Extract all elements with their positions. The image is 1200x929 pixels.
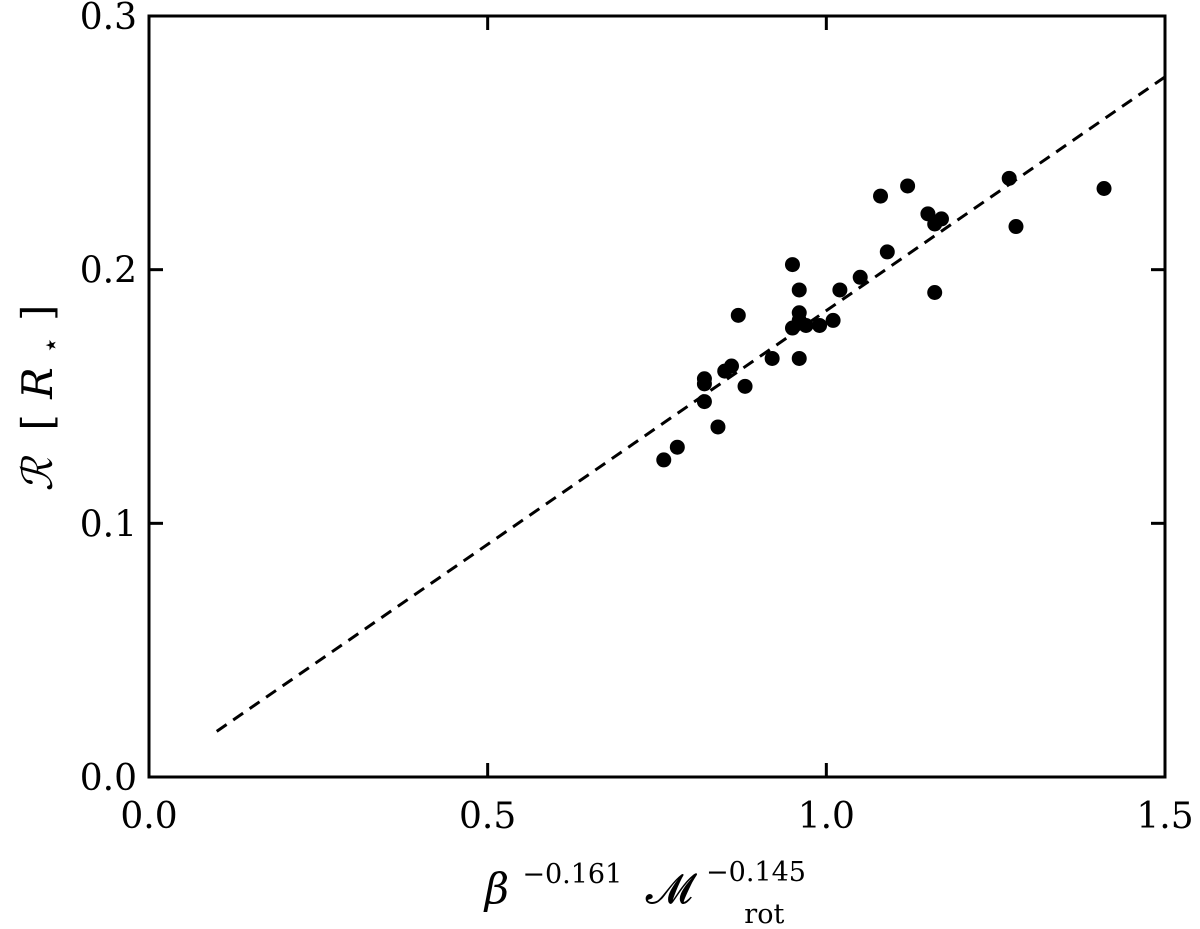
data-point bbox=[737, 378, 753, 394]
data-point bbox=[696, 394, 712, 410]
data-point bbox=[798, 317, 814, 333]
plot-area-frame bbox=[147, 14, 1167, 779]
x-axis-base2: 𝓜 bbox=[646, 864, 698, 913]
y-axis-unit-close: ] bbox=[13, 305, 62, 321]
data-point bbox=[927, 284, 943, 300]
x-axis-exp2: −0.145 bbox=[706, 857, 806, 888]
axis-ticks bbox=[147, 14, 1167, 779]
data-point bbox=[791, 282, 807, 298]
x-tick-label: 0.5 bbox=[459, 796, 516, 837]
data-point bbox=[879, 244, 895, 260]
data-point bbox=[1096, 180, 1112, 196]
data-point bbox=[933, 211, 949, 227]
data-point bbox=[656, 452, 672, 468]
x-axis-exp1: −0.161 bbox=[522, 859, 622, 890]
data-point bbox=[900, 178, 916, 194]
x-tick-label: 0.0 bbox=[120, 796, 177, 837]
data-point bbox=[791, 305, 807, 321]
y-axis-unit-open: [ bbox=[13, 414, 62, 430]
x-axis-title: β −0.161 𝓜 −0.145 rot bbox=[483, 842, 820, 929]
x-tick-label: 1.0 bbox=[798, 796, 855, 837]
data-points bbox=[656, 170, 1112, 468]
y-tick-label: 0.1 bbox=[80, 504, 137, 545]
data-point bbox=[1008, 219, 1024, 235]
data-point bbox=[832, 282, 848, 298]
data-point bbox=[825, 312, 841, 328]
y-axis-unit-base: R bbox=[13, 367, 62, 400]
data-point bbox=[784, 257, 800, 273]
y-axis-unit-sub: ⋆ bbox=[34, 336, 67, 354]
data-point bbox=[791, 350, 807, 366]
data-point bbox=[852, 269, 868, 285]
data-point bbox=[730, 307, 746, 323]
data-point bbox=[873, 188, 889, 204]
data-point bbox=[1001, 170, 1017, 186]
axis-tick-labels: 0.0 0.5 1.0 1.5 0.0 0.1 0.2 0.3 bbox=[80, 0, 1194, 837]
fit-line bbox=[215, 75, 1166, 733]
data-point bbox=[710, 419, 726, 435]
data-point bbox=[812, 317, 828, 333]
data-point bbox=[764, 350, 780, 366]
data-point bbox=[669, 439, 685, 455]
y-axis-title: ℛ [ R ⋆ ] bbox=[13, 305, 70, 492]
y-tick-label: 0.0 bbox=[80, 758, 137, 799]
y-tick-label: 0.3 bbox=[80, 0, 137, 38]
y-tick-label: 0.2 bbox=[80, 251, 137, 292]
x-axis-base1: β bbox=[483, 864, 509, 913]
data-point bbox=[696, 371, 712, 387]
fit-line-group bbox=[215, 75, 1166, 733]
x-axis-sub2: rot bbox=[744, 899, 784, 929]
y-axis-symbol: ℛ bbox=[13, 455, 62, 491]
x-tick-label: 1.5 bbox=[1136, 796, 1193, 837]
data-point bbox=[724, 358, 740, 374]
